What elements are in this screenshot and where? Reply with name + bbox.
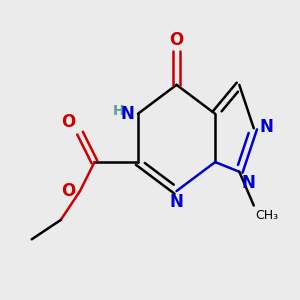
Text: CH₃: CH₃ (255, 209, 278, 222)
Text: N: N (260, 118, 274, 136)
Text: N: N (169, 194, 184, 211)
Text: N: N (242, 174, 256, 192)
Text: O: O (169, 31, 184, 49)
Text: O: O (61, 113, 75, 131)
Text: N: N (120, 105, 134, 123)
Text: H: H (113, 104, 125, 118)
Text: O: O (61, 182, 75, 200)
